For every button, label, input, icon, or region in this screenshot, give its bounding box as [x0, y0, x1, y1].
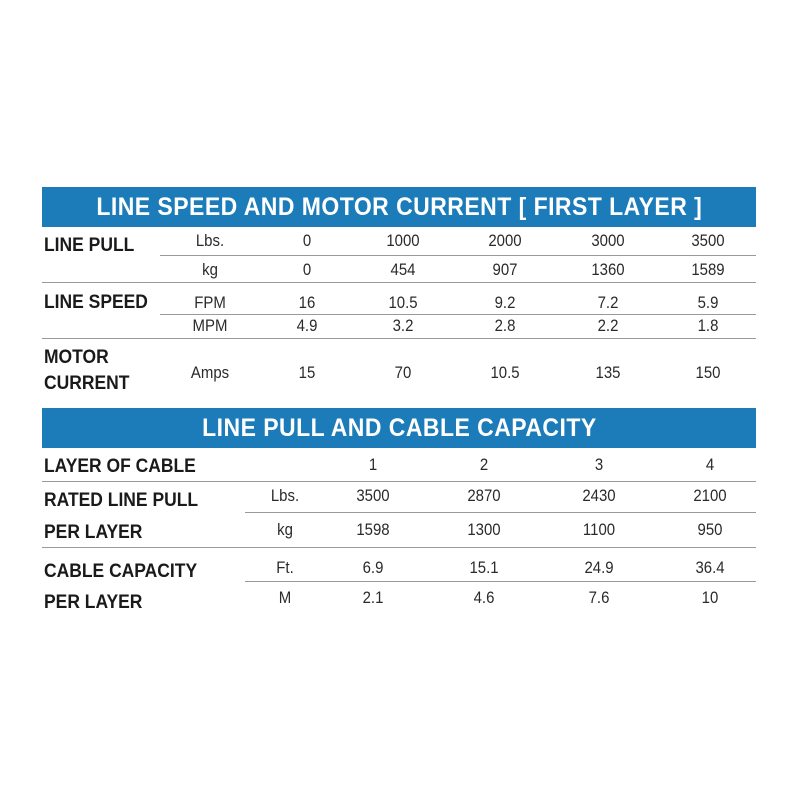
row-label-layer-of-cable: LAYER OF CABLE	[44, 456, 196, 477]
cell-value: 16	[298, 293, 316, 312]
section-title: LINE SPEED AND MOTOR CURRENT [ FIRST LAY…	[96, 192, 702, 221]
cell-value: 1598	[356, 520, 390, 539]
cell-value: 0	[302, 231, 312, 250]
cell-value: 2870	[467, 486, 501, 505]
unit-label: Ft.	[276, 558, 294, 577]
cell-value: 3000	[591, 231, 625, 250]
cell-value: 1589	[691, 260, 725, 279]
row-label-line-pull: LINE PULL	[44, 235, 135, 256]
unit-label: Lbs.	[195, 231, 225, 250]
cell-value: 907	[492, 260, 518, 279]
unit-label: FPM	[194, 293, 226, 312]
layer-number: 3	[594, 455, 604, 474]
cell-value: 2100	[693, 486, 727, 505]
cell-value: 1360	[591, 260, 625, 279]
cell-value: 9.2	[494, 293, 516, 312]
cell-value: 7.2	[597, 293, 619, 312]
cell-value: 2430	[582, 486, 616, 505]
unit-label: Lbs.	[270, 486, 300, 505]
row-label-rated-line-pull: RATED LINE PULL	[44, 490, 199, 511]
cell-value: 4.6	[473, 588, 495, 607]
section-title: LINE PULL AND CABLE CAPACITY	[201, 413, 597, 442]
cell-value: 10	[701, 588, 719, 607]
row-label-cable-capacity: CABLE CAPACITY	[44, 561, 198, 582]
cell-value: 3.2	[392, 316, 414, 335]
unit-label: kg	[277, 520, 293, 539]
cell-value: 10.5	[388, 293, 418, 312]
cell-value: 2.1	[362, 588, 384, 607]
cell-value: 0	[302, 260, 312, 279]
table2-header: LINE PULL AND CABLE CAPACITY	[42, 408, 756, 448]
cell-value: 2000	[488, 231, 522, 250]
divider	[160, 255, 756, 256]
divider	[245, 581, 756, 582]
cell-value: 1000	[386, 231, 420, 250]
unit-label: M	[278, 588, 292, 607]
row-label-line-speed: LINE SPEED	[44, 292, 148, 313]
cell-value: 2.2	[597, 316, 619, 335]
row-label-motor: MOTOR	[44, 347, 109, 368]
cell-value: 7.6	[588, 588, 610, 607]
cell-value: 4.9	[296, 316, 318, 335]
row-label-per-layer: PER LAYER	[44, 592, 143, 613]
cell-value: 454	[390, 260, 416, 279]
row-label-per-layer: PER LAYER	[44, 522, 143, 543]
cell-value: 135	[595, 363, 621, 382]
row-label-current: CURRENT	[44, 373, 130, 394]
cell-value: 15	[298, 363, 316, 382]
cell-value: 36.4	[695, 558, 725, 577]
divider	[160, 314, 756, 315]
divider	[42, 338, 756, 339]
cell-value: 1.8	[697, 316, 719, 335]
unit-label: Amps	[190, 363, 230, 382]
cell-value: 70	[394, 363, 412, 382]
unit-label: kg	[202, 260, 218, 279]
unit-label: MPM	[192, 316, 228, 335]
cell-value: 6.9	[362, 558, 384, 577]
divider	[42, 282, 756, 283]
cell-value: 15.1	[469, 558, 499, 577]
table1-header: LINE SPEED AND MOTOR CURRENT [ FIRST LAY…	[42, 187, 756, 227]
layer-number: 2	[479, 455, 489, 474]
divider	[42, 547, 756, 548]
layer-number: 4	[705, 455, 715, 474]
cell-value: 24.9	[584, 558, 614, 577]
cell-value: 1100	[582, 520, 616, 539]
cell-value: 2.8	[494, 316, 516, 335]
divider	[245, 512, 756, 513]
cell-value: 5.9	[697, 293, 719, 312]
cell-value: 10.5	[490, 363, 520, 382]
divider	[42, 481, 756, 482]
cell-value: 150	[695, 363, 721, 382]
cell-value: 3500	[691, 231, 725, 250]
cell-value: 950	[697, 520, 723, 539]
cell-value: 1300	[467, 520, 501, 539]
cell-value: 3500	[356, 486, 390, 505]
layer-number: 1	[368, 455, 378, 474]
